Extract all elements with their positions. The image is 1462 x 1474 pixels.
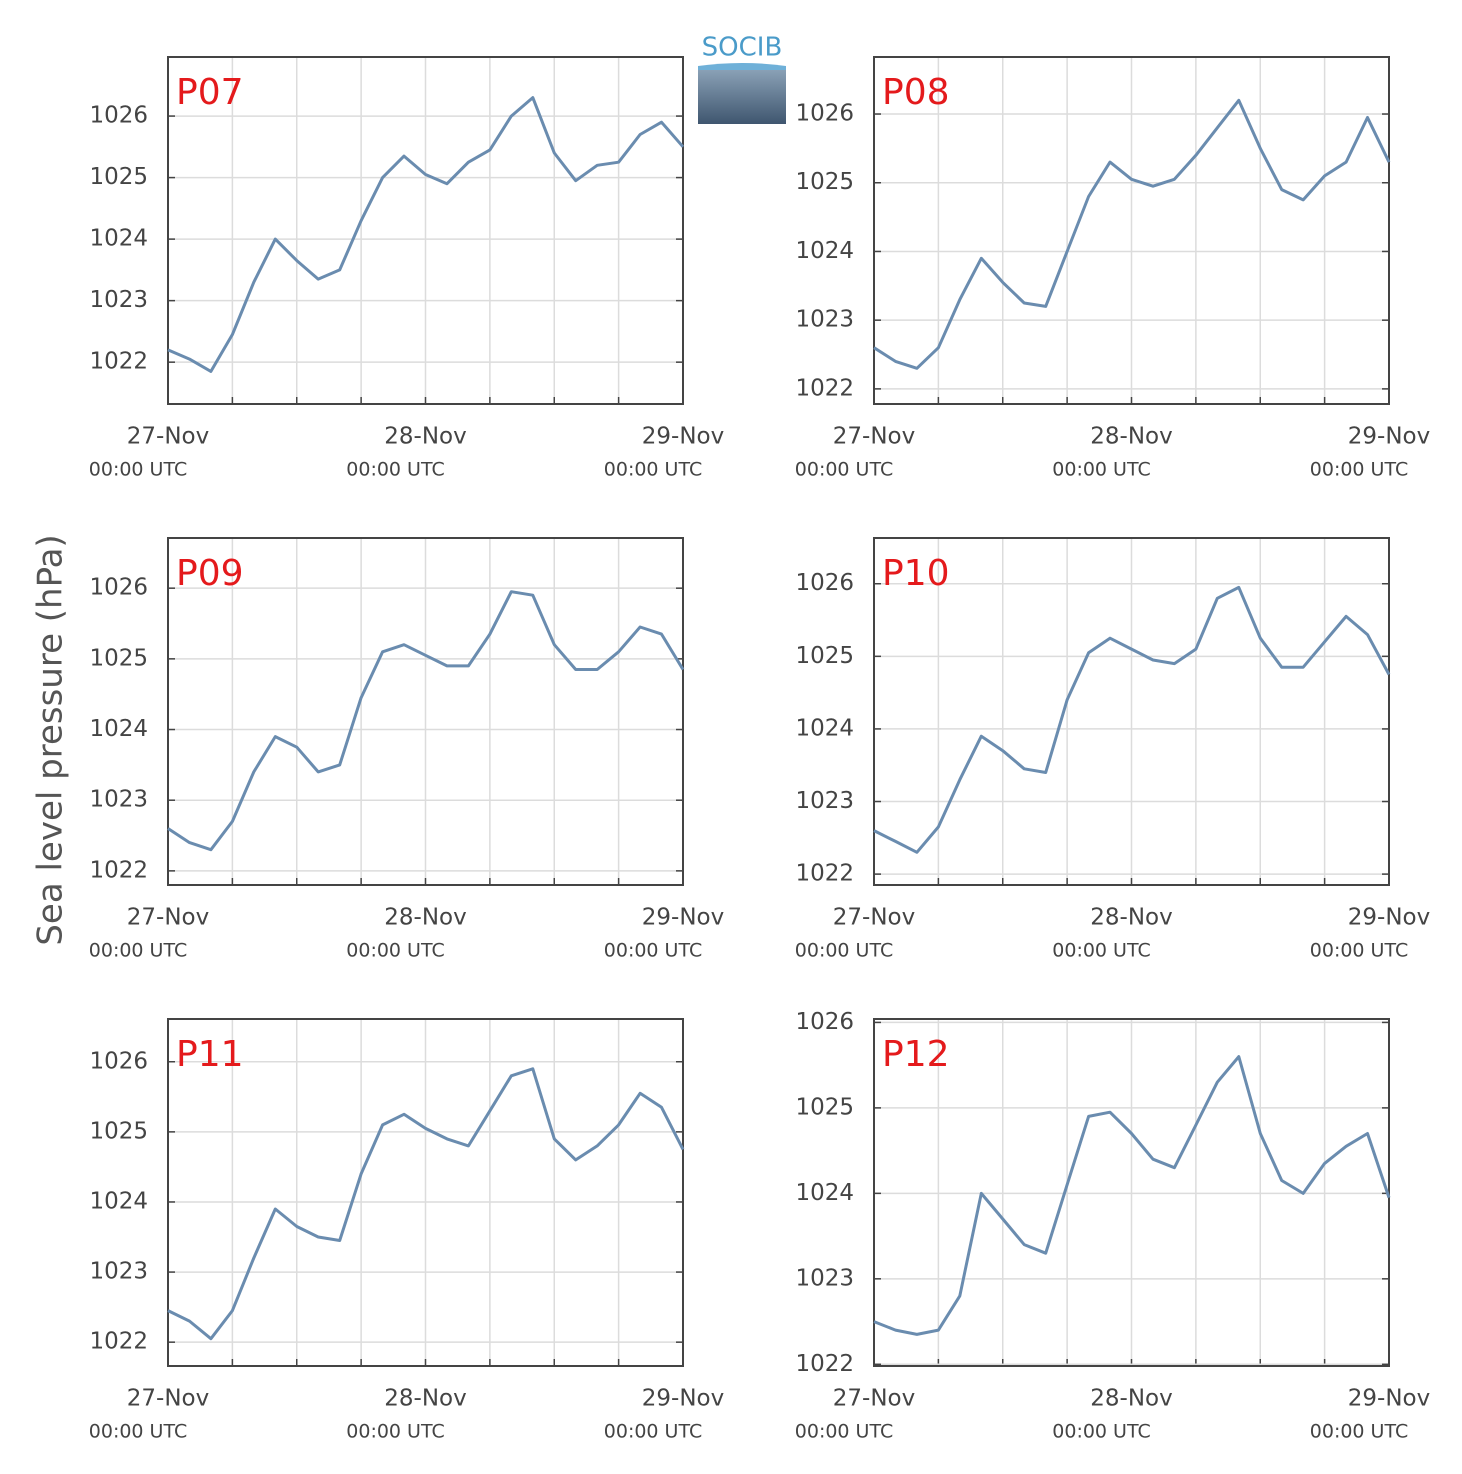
logo-text: SOCIB bbox=[702, 33, 783, 63]
x-tick-label: 28-Nov bbox=[384, 424, 466, 450]
y-tick-label: 1024 bbox=[795, 1180, 854, 1206]
x-tick-label: 29-Nov bbox=[1348, 905, 1430, 931]
plot-frame bbox=[873, 1018, 1390, 1367]
y-tick-label: 1024 bbox=[89, 226, 148, 252]
x-tick-label: 28-Nov bbox=[384, 905, 466, 931]
x-tick-label: 29-Nov bbox=[642, 424, 724, 450]
y-tick-label: 1023 bbox=[795, 1265, 854, 1291]
plot-frame bbox=[873, 537, 1390, 886]
x-tick-sublabel: 00:00 UTC bbox=[795, 940, 893, 962]
panel-title: P11 bbox=[176, 1034, 244, 1075]
plot-frame bbox=[873, 56, 1390, 405]
y-tick-label: 1023 bbox=[89, 1259, 148, 1285]
x-tick-label: 29-Nov bbox=[642, 1386, 724, 1412]
x-tick-label: 28-Nov bbox=[1090, 905, 1172, 931]
y-tick-label: 1022 bbox=[795, 861, 854, 887]
y-tick-label: 1026 bbox=[795, 570, 854, 596]
y-tick-label: 1022 bbox=[89, 857, 148, 883]
y-tick-label: 1025 bbox=[89, 1118, 148, 1144]
panel: 27-Nov 00:00 UTC 28-Nov 00:00 UTC 29-Nov 00:0… bbox=[89, 56, 724, 481]
x-tick-label: 27-Nov bbox=[127, 905, 209, 931]
x-tick-sublabel: 00:00 UTC bbox=[604, 459, 702, 481]
y-tick-label: 1023 bbox=[89, 287, 148, 313]
x-tick-sublabel: 00:00 UTC bbox=[1310, 459, 1408, 481]
y-tick-label: 1023 bbox=[795, 307, 854, 333]
panel-title: P09 bbox=[176, 553, 244, 594]
y-tick-label: 1024 bbox=[795, 715, 854, 741]
x-tick-sublabel: 00:00 UTC bbox=[89, 1421, 187, 1443]
panel: 27-Nov 00:00 UTC 28-Nov 00:00 UTC 29-Nov 00:0… bbox=[795, 1009, 1430, 1443]
y-tick-label: 1025 bbox=[795, 643, 854, 669]
panel-title: P08 bbox=[882, 72, 950, 113]
data-line bbox=[873, 98, 1391, 370]
data-line bbox=[873, 1055, 1391, 1336]
x-tick-label: 27-Nov bbox=[127, 424, 209, 450]
x-tick-sublabel: 00:00 UTC bbox=[795, 1421, 893, 1443]
data-line bbox=[167, 96, 685, 373]
y-tick-label: 1025 bbox=[795, 1094, 854, 1120]
x-tick-label: 28-Nov bbox=[1090, 424, 1172, 450]
y-axis-label: Sea level pressure (hPa) bbox=[31, 534, 71, 945]
y-tick-label: 1026 bbox=[89, 1048, 148, 1074]
x-tick-label: 27-Nov bbox=[833, 424, 915, 450]
x-tick-label: 28-Nov bbox=[384, 1386, 466, 1412]
x-tick-sublabel: 00:00 UTC bbox=[89, 940, 187, 962]
y-tick-label: 1026 bbox=[89, 103, 148, 129]
plot-frame bbox=[167, 1018, 684, 1367]
panel-title: P12 bbox=[882, 1034, 950, 1075]
y-tick-label: 1024 bbox=[89, 716, 148, 742]
panel: 27-Nov 00:00 UTC 28-Nov 00:00 UTC 29-Nov 00:0… bbox=[795, 56, 1430, 481]
y-tick-label: 1024 bbox=[795, 238, 854, 264]
panel-title: P07 bbox=[176, 72, 244, 113]
panel: 27-Nov 00:00 UTC 28-Nov 00:00 UTC 29-Nov 00:0… bbox=[89, 537, 724, 962]
y-tick-label: 1022 bbox=[89, 1329, 148, 1355]
x-tick-sublabel: 00:00 UTC bbox=[604, 1421, 702, 1443]
logo-wave bbox=[698, 63, 786, 70]
x-tick-sublabel: 00:00 UTC bbox=[1052, 459, 1150, 481]
plot-frame bbox=[167, 56, 684, 405]
y-tick-label: 1026 bbox=[89, 575, 148, 601]
x-tick-sublabel: 00:00 UTC bbox=[1052, 940, 1150, 962]
y-tick-label: 1023 bbox=[89, 787, 148, 813]
data-line bbox=[167, 1067, 685, 1341]
logo-graphic bbox=[698, 66, 786, 124]
y-tick-label: 1025 bbox=[89, 645, 148, 671]
data-line bbox=[873, 585, 1391, 854]
y-tick-label: 1023 bbox=[795, 788, 854, 814]
y-tick-label: 1025 bbox=[89, 164, 148, 190]
x-tick-label: 27-Nov bbox=[127, 1386, 209, 1412]
y-tick-label: 1026 bbox=[795, 101, 854, 127]
x-tick-label: 29-Nov bbox=[1348, 1386, 1430, 1412]
x-tick-label: 28-Nov bbox=[1090, 1386, 1172, 1412]
y-tick-label: 1022 bbox=[795, 375, 854, 401]
panel: 27-Nov 00:00 UTC 28-Nov 00:00 UTC 29-Nov 00:0… bbox=[89, 1018, 724, 1443]
data-line bbox=[167, 590, 685, 852]
x-tick-label: 27-Nov bbox=[833, 1386, 915, 1412]
x-tick-sublabel: 00:00 UTC bbox=[346, 459, 444, 481]
y-tick-label: 1022 bbox=[795, 1351, 854, 1377]
y-tick-label: 1022 bbox=[89, 349, 148, 375]
x-tick-sublabel: 00:00 UTC bbox=[89, 459, 187, 481]
x-tick-sublabel: 00:00 UTC bbox=[1310, 940, 1408, 962]
x-tick-sublabel: 00:00 UTC bbox=[1052, 1421, 1150, 1443]
panel-title: P10 bbox=[882, 553, 950, 594]
x-tick-label: 27-Nov bbox=[833, 905, 915, 931]
x-tick-sublabel: 00:00 UTC bbox=[346, 1421, 444, 1443]
x-tick-sublabel: 00:00 UTC bbox=[795, 459, 893, 481]
y-tick-label: 1026 bbox=[795, 1009, 854, 1035]
x-tick-sublabel: 00:00 UTC bbox=[346, 940, 444, 962]
plot-frame bbox=[167, 537, 684, 886]
panel: 27-Nov 00:00 UTC 28-Nov 00:00 UTC 29-Nov 00:0… bbox=[795, 537, 1430, 962]
x-tick-label: 29-Nov bbox=[1348, 424, 1430, 450]
y-tick-label: 1024 bbox=[89, 1188, 148, 1214]
x-tick-sublabel: 00:00 UTC bbox=[1310, 1421, 1408, 1443]
logo: SOCIB bbox=[698, 33, 786, 124]
x-tick-sublabel: 00:00 UTC bbox=[604, 940, 702, 962]
y-tick-label: 1025 bbox=[795, 169, 854, 195]
x-tick-label: 29-Nov bbox=[642, 905, 724, 931]
